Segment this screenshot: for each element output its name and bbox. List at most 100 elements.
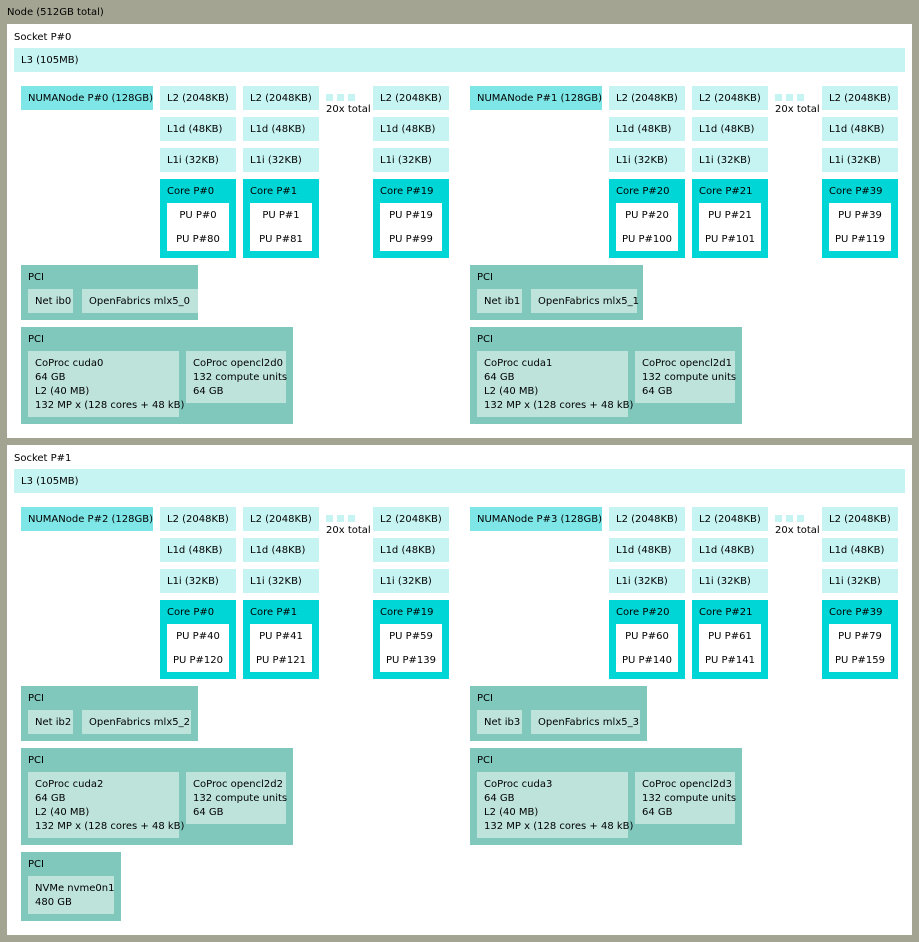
pu-box [616,203,678,251]
pu-label: PU P#121 [255,655,307,666]
openfabrics-device-box [531,710,640,734]
l1i-cache-label: L1i (32KB) [380,155,432,166]
cuda-coproc-label: L2 (40 MB) [35,386,90,397]
nvme-device-label: 480 GB [35,897,72,908]
l3-cache-label: L3 (105MB) [21,55,79,66]
l3-cache-box [14,48,905,72]
core-label: Core P#21 [699,607,753,618]
l1i-cache-label: L1i (32KB) [250,155,302,166]
pu-label: PU P#20 [625,210,669,221]
l2-cache-label: L2 (2048KB) [616,93,678,104]
l2-cache-label: L2 (2048KB) [699,514,761,525]
cuda-coproc-label: 64 GB [484,372,515,383]
l2-cache-box [160,86,236,110]
l1i-cache-box [160,148,236,172]
numa-node-box [21,86,153,110]
pci-label: PCI [477,334,493,345]
cuda-coproc-box [477,772,628,838]
l1i-cache-box [373,569,449,593]
l1i-cache-box [160,569,236,593]
openfabrics-device-label: OpenFabrics mlx5_0 [89,296,190,307]
core-label: Core P#0 [167,607,215,618]
cuda-coproc-box [28,772,179,838]
ellipsis-dot [326,94,333,101]
pu-label: PU P#81 [259,234,303,245]
l2-cache-label: L2 (2048KB) [167,93,229,104]
l2-cache-box [692,507,768,531]
openfabrics-device-box [82,289,198,313]
core-count-label: 20x total [326,104,371,115]
l2-cache-label: L2 (2048KB) [380,93,442,104]
opencl-coproc-label: 132 compute units [193,793,288,804]
core-count-label: 20x total [775,104,820,115]
cuda-coproc-label: 132 MP x (128 cores + 48 kB) [484,400,634,411]
l2-cache-box [373,86,449,110]
ellipsis-dot [337,94,344,101]
l2-cache-label: L2 (2048KB) [616,514,678,525]
opencl-coproc-label: 132 compute units [193,372,288,383]
net-device-label: Net ib2 [35,717,72,728]
l1i-cache-label: L1i (32KB) [167,155,219,166]
l1i-cache-box [822,569,898,593]
cuda-coproc-label: 64 GB [35,793,66,804]
l1i-cache-box [822,148,898,172]
l1d-cache-box [822,538,898,562]
l1d-cache-label: L1d (48KB) [829,124,885,135]
l1d-cache-box [243,538,319,562]
l2-cache-label: L2 (2048KB) [250,514,312,525]
node-label: Node (512GB total) [7,7,104,18]
openfabrics-device-box [531,289,637,313]
ellipsis-dot [348,515,355,522]
l2-cache-label: L2 (2048KB) [250,93,312,104]
l1d-cache-label: L1d (48KB) [250,124,306,135]
l1i-cache-label: L1i (32KB) [616,155,668,166]
l1i-cache-label: L1i (32KB) [380,576,432,587]
cuda-coproc-label: L2 (40 MB) [484,386,539,397]
pu-box [829,203,891,251]
net-device-box [477,710,522,734]
pu-box [380,624,442,672]
l1d-cache-box [373,117,449,141]
openfabrics-device-label: OpenFabrics mlx5_2 [89,717,190,728]
pu-box [250,203,312,251]
ellipsis-dot [348,94,355,101]
pu-box [380,203,442,251]
opencl-coproc-label: 132 compute units [642,372,737,383]
core-label: Core P#19 [380,607,434,618]
l1d-cache-box [609,538,685,562]
l1i-cache-box [692,148,768,172]
pu-label: PU P#79 [838,631,882,642]
l2-cache-box [243,507,319,531]
l1i-cache-label: L1i (32KB) [699,576,751,587]
numa-node-label: NUMANode P#2 (128GB) [28,514,153,525]
pci-label: PCI [477,272,493,283]
l1d-cache-label: L1d (48KB) [380,124,436,135]
l2-cache-box [822,86,898,110]
pu-label: PU P#21 [708,210,752,221]
openfabrics-device-label: OpenFabrics mlx5_3 [538,717,639,728]
cuda-coproc-label: 132 MP x (128 cores + 48 kB) [35,821,185,832]
l1i-cache-box [609,569,685,593]
l1i-cache-label: L1i (32KB) [829,576,881,587]
numa-node-label: NUMANode P#1 (128GB) [477,93,602,104]
net-device-label: Net ib0 [35,296,72,307]
core-count-label: 20x total [326,525,371,536]
pci-label: PCI [477,755,493,766]
net-device-label: Net ib3 [484,717,521,728]
pu-label: PU P#140 [621,655,673,666]
net-device-box [28,289,73,313]
opencl-coproc-label: 132 compute units [642,793,737,804]
l3-cache-label: L3 (105MB) [21,476,79,487]
pu-label: PU P#59 [389,631,433,642]
net-device-label: Net ib1 [484,296,521,307]
l1i-cache-label: L1i (32KB) [616,576,668,587]
pu-label: PU P#99 [389,234,433,245]
pu-label: PU P#61 [708,631,752,642]
core-label: Core P#1 [250,607,298,618]
l2-cache-box [692,86,768,110]
ellipsis-dot [797,515,804,522]
opencl-coproc-label: CoProc opencl2d2 [193,779,283,790]
opencl-coproc-box [186,351,286,403]
pu-label: PU P#1 [262,210,300,221]
pu-label: PU P#39 [838,210,882,221]
